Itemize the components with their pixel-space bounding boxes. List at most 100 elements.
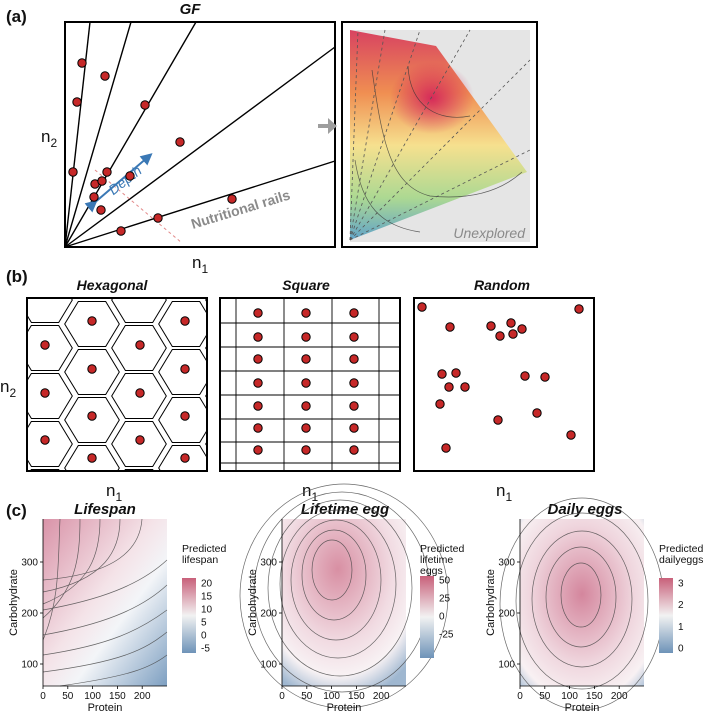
legend-title-line: eggs (420, 565, 443, 577)
rail-point (77, 58, 87, 68)
random-point (566, 430, 576, 440)
legend-tick-label: 2 (678, 600, 684, 611)
y-tick-label: 100 (260, 660, 277, 671)
legend-title-line: Predicted (420, 543, 465, 555)
legend-tick-label: 20 (201, 579, 213, 590)
square-point (301, 401, 311, 411)
legend-tick-label: -25 (439, 630, 454, 641)
contour-line (560, 562, 602, 628)
hex-cell (64, 349, 120, 395)
square-point (349, 401, 359, 411)
contour-line (531, 530, 633, 668)
legend-tick-label: 5 (201, 618, 207, 629)
contour-line (42, 631, 168, 673)
legend-title-line: Predicted (659, 543, 704, 555)
daily-eggs-legend-bar (659, 578, 673, 653)
rail-point (227, 194, 237, 204)
hex-cell (27, 373, 73, 419)
hex-cell (171, 298, 201, 299)
square-grid (220, 298, 400, 471)
rail-point (72, 97, 82, 107)
legend-tick-label: 0 (201, 631, 207, 642)
x-tick-label: 150 (109, 691, 126, 702)
contour-line (42, 518, 101, 605)
legend-title-line: lifespan (182, 554, 218, 566)
panel-a-title: GF (180, 1, 202, 18)
contour-line (42, 584, 168, 636)
rail-point (100, 71, 110, 81)
y-axis-label: Carbohydrate (8, 569, 20, 636)
square-point (349, 378, 359, 388)
x-tick-label: 0 (279, 691, 285, 702)
rail-projection (349, 29, 421, 241)
hex-cell (64, 445, 120, 471)
y-axis-label: Carbohydrate (485, 569, 497, 636)
hex-point (87, 453, 97, 463)
hex-cell (77, 298, 107, 299)
rail-point (89, 192, 99, 202)
hex-cell (158, 301, 207, 347)
legend-tick-label: -5 (201, 644, 210, 655)
random-point (532, 408, 542, 418)
x-tick-label: 150 (348, 691, 365, 702)
unexplored-label: Unexplored (453, 225, 526, 241)
depth-arrow (84, 153, 153, 213)
square-point (349, 445, 359, 455)
lifespan-surface (43, 519, 167, 686)
y-axis-label: Carbohydrate (247, 569, 259, 636)
contour-line (545, 546, 617, 648)
contour-line (42, 518, 143, 581)
panel-a: (a) GF Depth Nutritional rails n2 n1 (6, 1, 538, 276)
square-point (253, 332, 263, 342)
surface-contours (354, 65, 523, 233)
rail-projections (349, 29, 531, 241)
square-point (253, 378, 263, 388)
hex-cell (111, 421, 167, 467)
y-tick-label: 200 (260, 609, 277, 620)
square-point (349, 332, 359, 342)
rail-point (153, 213, 163, 223)
contour-line (515, 512, 649, 690)
axis-n1-random: n1 (496, 481, 512, 504)
x-tick-label: 150 (586, 691, 603, 702)
x-axis-label: Protein (327, 702, 362, 714)
rail-points (68, 58, 237, 236)
square-point (349, 308, 359, 318)
transition-arrow (318, 118, 337, 134)
hex-point (135, 340, 145, 350)
y-tick-label: 100 (498, 660, 515, 671)
contour-line (42, 518, 121, 593)
hex-point (40, 435, 50, 445)
contour-line (239, 483, 449, 709)
contour-line (42, 518, 81, 619)
rail-point (140, 100, 150, 110)
x-axis-label: Protein (88, 702, 123, 714)
hex-cell (29, 469, 61, 471)
square-point (253, 354, 263, 364)
legend-title-line: dailyeggs (659, 554, 703, 566)
x-tick-label: 100 (323, 691, 340, 702)
random-point (437, 369, 447, 379)
hex-cell (111, 298, 167, 323)
hexagonal-points (40, 316, 190, 463)
daily-eggs-title: Daily eggs (547, 501, 622, 518)
legend-title-line: lifetime (420, 554, 453, 566)
legend-tick-label: 3 (678, 579, 684, 590)
lifetime-egg-surface (282, 519, 406, 686)
lifetime-egg-legend-bar (420, 576, 434, 658)
rail-line (64, 21, 91, 248)
hex-cell (123, 469, 155, 471)
hex-cell (0, 446, 25, 491)
hex-cell (111, 373, 167, 419)
hex-cell (0, 398, 25, 443)
y-tick-label: 300 (21, 558, 38, 569)
hex-cell (158, 397, 207, 443)
square-point (301, 423, 311, 433)
random-point (574, 304, 584, 314)
axis-n2-b: n2 (0, 377, 16, 400)
contour-line (267, 499, 413, 677)
contour-line (311, 539, 353, 601)
lifespan-contours (42, 518, 168, 687)
